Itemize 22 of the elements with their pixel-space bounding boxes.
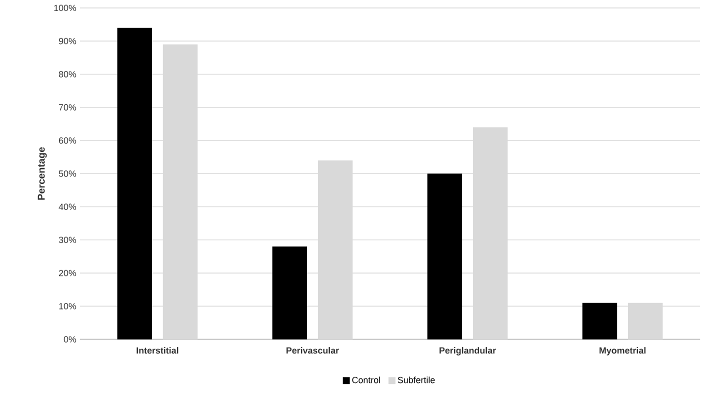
bar <box>117 28 152 340</box>
x-tick-label: Myometrial <box>600 347 646 356</box>
x-tick-label: Periglandular <box>440 347 496 356</box>
y-tick-label: 30% <box>58 236 76 244</box>
y-tick-label: 60% <box>59 137 76 144</box>
legend-label: Subfertile <box>398 376 435 384</box>
y-tick-label: 0% <box>64 336 76 343</box>
y-tick-label: 40% <box>58 204 76 210</box>
y-tick-label: 10% <box>59 303 76 310</box>
x-tick-label: Perivascular <box>286 347 339 354</box>
legend-label: Control <box>352 376 380 384</box>
y-tick-label: 50% <box>58 170 76 177</box>
y-axis-title: Percentage <box>38 147 47 200</box>
bar <box>427 174 462 340</box>
x-tick-label: Interstitial <box>136 347 178 354</box>
y-tick-label: 100% <box>54 4 76 12</box>
y-tick-label: 80% <box>58 71 76 78</box>
bar <box>272 246 308 340</box>
y-tick-label: 20% <box>59 270 76 276</box>
bar <box>582 302 618 340</box>
y-tick-label: 90% <box>58 38 76 44</box>
y-tick-label: 70% <box>59 104 76 111</box>
